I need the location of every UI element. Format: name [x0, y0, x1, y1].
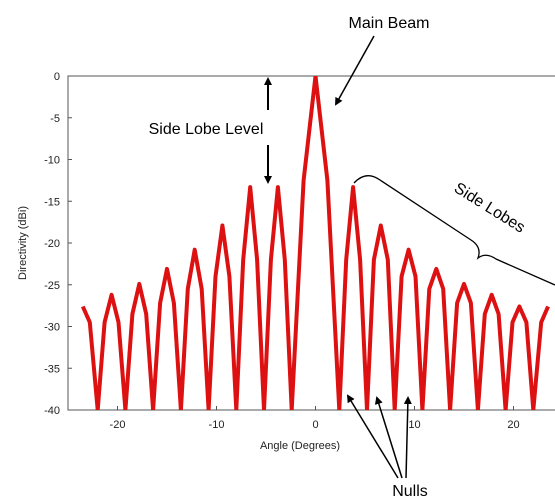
- x-tick-label: 20: [507, 419, 519, 431]
- y-tick-label: -10: [44, 155, 60, 167]
- side-lobe-level-label: Side Lobe Level: [149, 121, 264, 138]
- y-tick-label: -40: [44, 405, 60, 417]
- nulls-arrow-1: [346, 394, 399, 479]
- directivity-curve: [80, 76, 550, 410]
- x-axis-ticks: -20 -10 0 10 20: [110, 406, 520, 431]
- main-beam-label: Main Beam: [349, 15, 430, 32]
- y-tick-label: -30: [44, 322, 60, 334]
- nulls-arrow-3: [403, 396, 412, 479]
- side-lobes-brace: [353, 175, 555, 286]
- y-tick-label: -20: [44, 238, 60, 250]
- main-beam-arrow: [335, 35, 375, 106]
- x-tick-label: 10: [408, 419, 420, 431]
- x-tick-label: -20: [110, 419, 126, 431]
- y-axis-label: Directivity (dBi): [17, 206, 29, 280]
- x-tick-label: 0: [312, 419, 318, 431]
- y-tick-label: -15: [44, 196, 60, 208]
- y-axis-ticks: 0 -5 -10 -15 -20 -25 -30 -35 -40: [44, 71, 72, 417]
- y-tick-label: -35: [44, 363, 60, 375]
- y-tick-label: -5: [50, 113, 60, 125]
- y-tick-label: 0: [54, 71, 60, 83]
- nulls-label: Nulls: [392, 483, 428, 500]
- x-tick-label: -10: [209, 419, 225, 431]
- x-axis-label: Angle (Degrees): [260, 440, 340, 452]
- side-lobes-label: Side Lobes: [451, 180, 528, 237]
- nulls-arrow-2: [374, 396, 403, 479]
- y-tick-label: -25: [44, 280, 60, 292]
